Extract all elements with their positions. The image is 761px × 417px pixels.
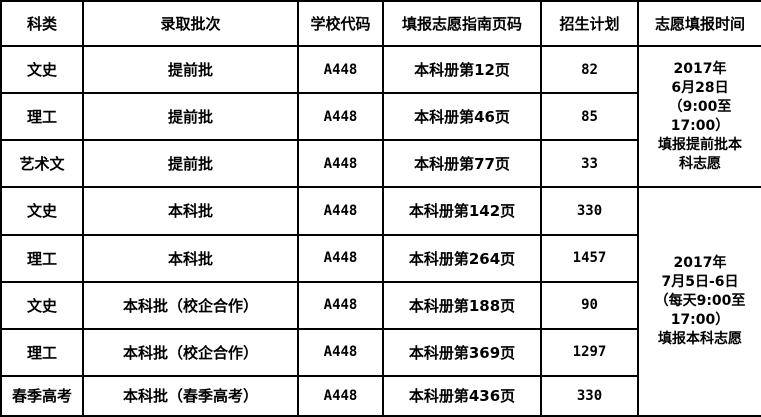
time-line: 6月28日	[671, 79, 729, 96]
table-row: 理工 本科批（校企合作） A448 本科册第369页 1297	[0, 327, 761, 377]
time-line: 7月5日-6日	[661, 274, 739, 291]
table-row: 艺术文 提前批 A448 本科册第77页 33	[0, 139, 761, 189]
cell-page: 本科册第77页	[382, 139, 542, 189]
cell-code: A448	[297, 280, 384, 330]
cell-plan: 330	[540, 374, 639, 417]
cell-code: A448	[297, 186, 384, 236]
header-category: 科类	[0, 0, 84, 47]
header-time: 志愿填报时间	[637, 0, 761, 47]
cell-batch: 提前批	[82, 92, 299, 142]
cell-plan: 1457	[540, 233, 639, 283]
header-page: 填报志愿指南页码	[382, 0, 542, 47]
header-batch: 录取批次	[82, 0, 299, 47]
cell-batch: 本科批	[82, 233, 299, 283]
cell-category: 理工	[0, 327, 84, 377]
cell-code: A448	[297, 374, 384, 417]
cell-plan: 33	[540, 139, 639, 189]
cell-category: 文史	[0, 280, 84, 330]
cell-batch: 本科批（春季高考）	[82, 374, 299, 417]
cell-code: A448	[297, 327, 384, 377]
cell-page: 本科册第436页	[382, 374, 542, 417]
cell-batch: 本科批（校企合作）	[82, 280, 299, 330]
cell-plan: 90	[540, 280, 639, 330]
table-row: 春季高考 本科批（春季高考） A448 本科册第436页 330	[0, 374, 761, 417]
cell-code: A448	[297, 233, 384, 283]
cell-page: 本科册第188页	[382, 280, 542, 330]
cell-category: 理工	[0, 92, 84, 142]
cell-time: 2017年 7月5日-6日 （每天9:00至 17:00） 填报本科志愿	[637, 186, 761, 417]
cell-category: 艺术文	[0, 139, 84, 189]
time-line: 填报提前批本	[658, 136, 742, 153]
cell-category: 文史	[0, 44, 84, 95]
cell-batch: 本科批（校企合作）	[82, 327, 299, 377]
time-line: 17:00）	[670, 312, 730, 329]
cell-batch: 提前批	[82, 44, 299, 95]
cell-page: 本科册第46页	[382, 92, 542, 142]
cell-category: 文史	[0, 186, 84, 236]
header-code: 学校代码	[297, 0, 384, 47]
cell-page: 本科册第369页	[382, 327, 542, 377]
cell-batch: 提前批	[82, 139, 299, 189]
cell-plan: 85	[540, 92, 639, 142]
cell-batch: 本科批	[82, 186, 299, 236]
header-plan: 招生计划	[540, 0, 639, 47]
time-line: （每天9:00至	[654, 293, 746, 310]
header-row: 科类 录取批次 学校代码 填报志愿指南页码 招生计划 志愿填报时间	[0, 0, 761, 47]
time-line: 2017年	[673, 255, 727, 272]
table-row: 理工 提前批 A448 本科册第46页 85	[0, 92, 761, 142]
time-line: （9:00至	[668, 98, 732, 115]
cell-code: A448	[297, 92, 384, 142]
time-line: 2017年	[673, 60, 727, 77]
table-row: 理工 本科批 A448 本科册第264页 1457	[0, 233, 761, 283]
table-row: 文史 本科批（校企合作） A448 本科册第188页 90	[0, 280, 761, 330]
table-row: 文史 提前批 A448 本科册第12页 82 2017年 6月28日 （9:00至 17:00）…	[0, 44, 761, 189]
cell-page: 本科册第264页	[382, 233, 542, 283]
time-line: 填报本科志愿	[658, 331, 742, 348]
cell-plan: 330	[540, 186, 639, 236]
time-line: 17:00）	[670, 117, 730, 134]
cell-page: 本科册第12页	[382, 44, 542, 95]
cell-category: 春季高考	[0, 374, 84, 417]
cell-plan: 1297	[540, 327, 639, 377]
cell-plan: 82	[540, 44, 639, 95]
time-line: 科志愿	[679, 155, 721, 172]
cell-code: A448	[297, 139, 384, 189]
cell-time: 2017年 6月28日 （9:00至 17:00） 填报提前批本 科志愿	[637, 44, 761, 189]
cell-page: 本科册第142页	[382, 186, 542, 236]
table-row: 文史 本科批 A448 本科册第142页 330 2017年 7月5日-6日 （每天9:00至…	[0, 186, 761, 417]
cell-code: A448	[297, 44, 384, 95]
cell-category: 理工	[0, 233, 84, 283]
